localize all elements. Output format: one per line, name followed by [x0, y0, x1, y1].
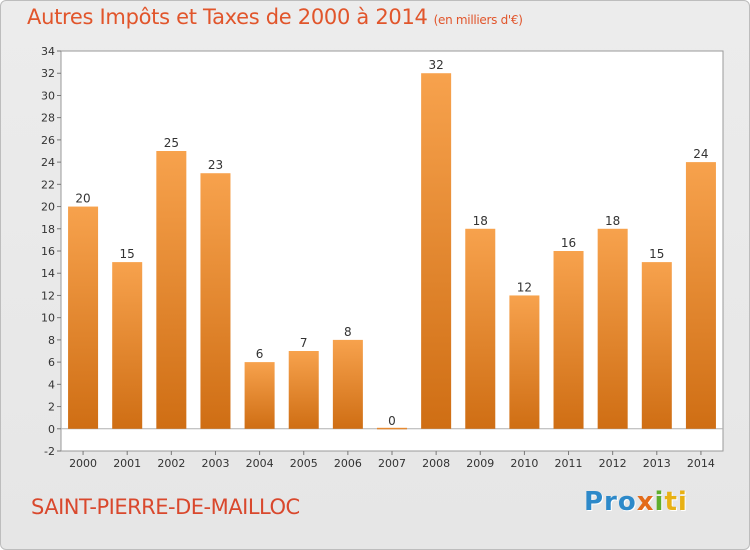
bar-value-label: 8 [344, 325, 352, 339]
x-tick-label: 2000 [69, 457, 97, 470]
bar-value-label: 25 [164, 136, 179, 150]
y-tick-label: 30 [41, 89, 55, 102]
y-tick-label: 0 [48, 423, 55, 436]
logo-part-3: i [654, 487, 665, 517]
y-tick-label: 28 [41, 112, 55, 125]
bar [641, 262, 672, 429]
x-tick-label: 2012 [599, 457, 627, 470]
bar-value-label: 0 [388, 414, 396, 428]
town-name: SAINT-PIERRE-DE-MAILLOC [31, 495, 300, 519]
x-tick-label: 2005 [290, 457, 318, 470]
y-tick-label: 10 [41, 312, 55, 325]
chart-title-text: Autres Impôts et Taxes de 2000 à 2014 [27, 5, 428, 29]
bar-value-label: 12 [517, 280, 532, 294]
bar-value-label: 18 [473, 214, 488, 228]
logo-part-4: ti [664, 487, 688, 517]
x-tick-label: 2008 [422, 457, 450, 470]
bar [68, 206, 99, 429]
x-tick-label: 2004 [246, 457, 274, 470]
x-tick-label: 2013 [643, 457, 671, 470]
x-tick-label: 2003 [201, 457, 229, 470]
logo-part-1: Pro [584, 487, 637, 517]
x-tick-label: 2002 [157, 457, 185, 470]
bar [332, 339, 363, 429]
y-tick-label: 2 [48, 401, 55, 414]
y-tick-label: 4 [48, 378, 55, 391]
x-tick-label: 2001 [113, 457, 141, 470]
bar [685, 162, 716, 429]
bar-value-label: 32 [428, 58, 443, 72]
bar [288, 351, 319, 429]
x-axis: 2000 2001 2002 2003 2004 2005 2006 2007 2008 2009… [69, 451, 715, 470]
y-tick-label: 6 [48, 356, 55, 369]
y-tick-label: 26 [41, 134, 55, 147]
bar [421, 73, 452, 429]
chart-title: Autres Impôts et Taxes de 2000 à 2014 (en… [27, 5, 523, 29]
bar [465, 228, 496, 429]
bar-value-label: 18 [605, 214, 620, 228]
y-tick-label: 22 [41, 178, 55, 191]
bar [156, 151, 187, 429]
x-tick-label: 2010 [510, 457, 538, 470]
bar [244, 362, 275, 429]
y-tick-label: 18 [41, 223, 55, 236]
bar-value-label: 23 [208, 158, 223, 172]
y-tick-label: 34 [41, 45, 55, 58]
bar [200, 173, 231, 429]
bars: 20 15 25 23 6 7 8 0 32 18 12 16 18 15 24 [68, 58, 716, 430]
bar [509, 295, 540, 429]
x-tick-label: 2011 [555, 457, 583, 470]
bar-value-label: 15 [649, 247, 664, 261]
x-tick-label: 2014 [687, 457, 715, 470]
x-tick-label: 2007 [378, 457, 406, 470]
y-tick-label: 20 [41, 201, 55, 214]
y-tick-label: 24 [41, 156, 55, 169]
proxiti-logo[interactable]: Proxiti [584, 487, 688, 517]
bar-value-label: 16 [561, 236, 576, 250]
y-tick-label: 8 [48, 334, 55, 347]
x-tick-label: 2009 [466, 457, 494, 470]
y-tick-label: 16 [41, 245, 55, 258]
y-tick-label: 14 [41, 267, 55, 280]
chart-subtitle: (en milliers d'€) [433, 13, 523, 27]
y-tick-label: 12 [41, 289, 55, 302]
bar [553, 251, 584, 429]
bar [376, 427, 408, 430]
logo-part-2: x [636, 487, 655, 517]
bar-value-label: 7 [300, 336, 308, 350]
bar-value-label: 20 [75, 192, 90, 206]
bar-value-label: 6 [256, 347, 264, 361]
y-tick-label: 32 [41, 67, 55, 80]
bar [112, 262, 143, 429]
x-tick-label: 2006 [334, 457, 362, 470]
bar-value-label: 15 [120, 247, 135, 261]
y-tick-label: -2 [44, 445, 55, 458]
bar-value-label: 24 [693, 147, 708, 161]
bar [597, 228, 628, 429]
